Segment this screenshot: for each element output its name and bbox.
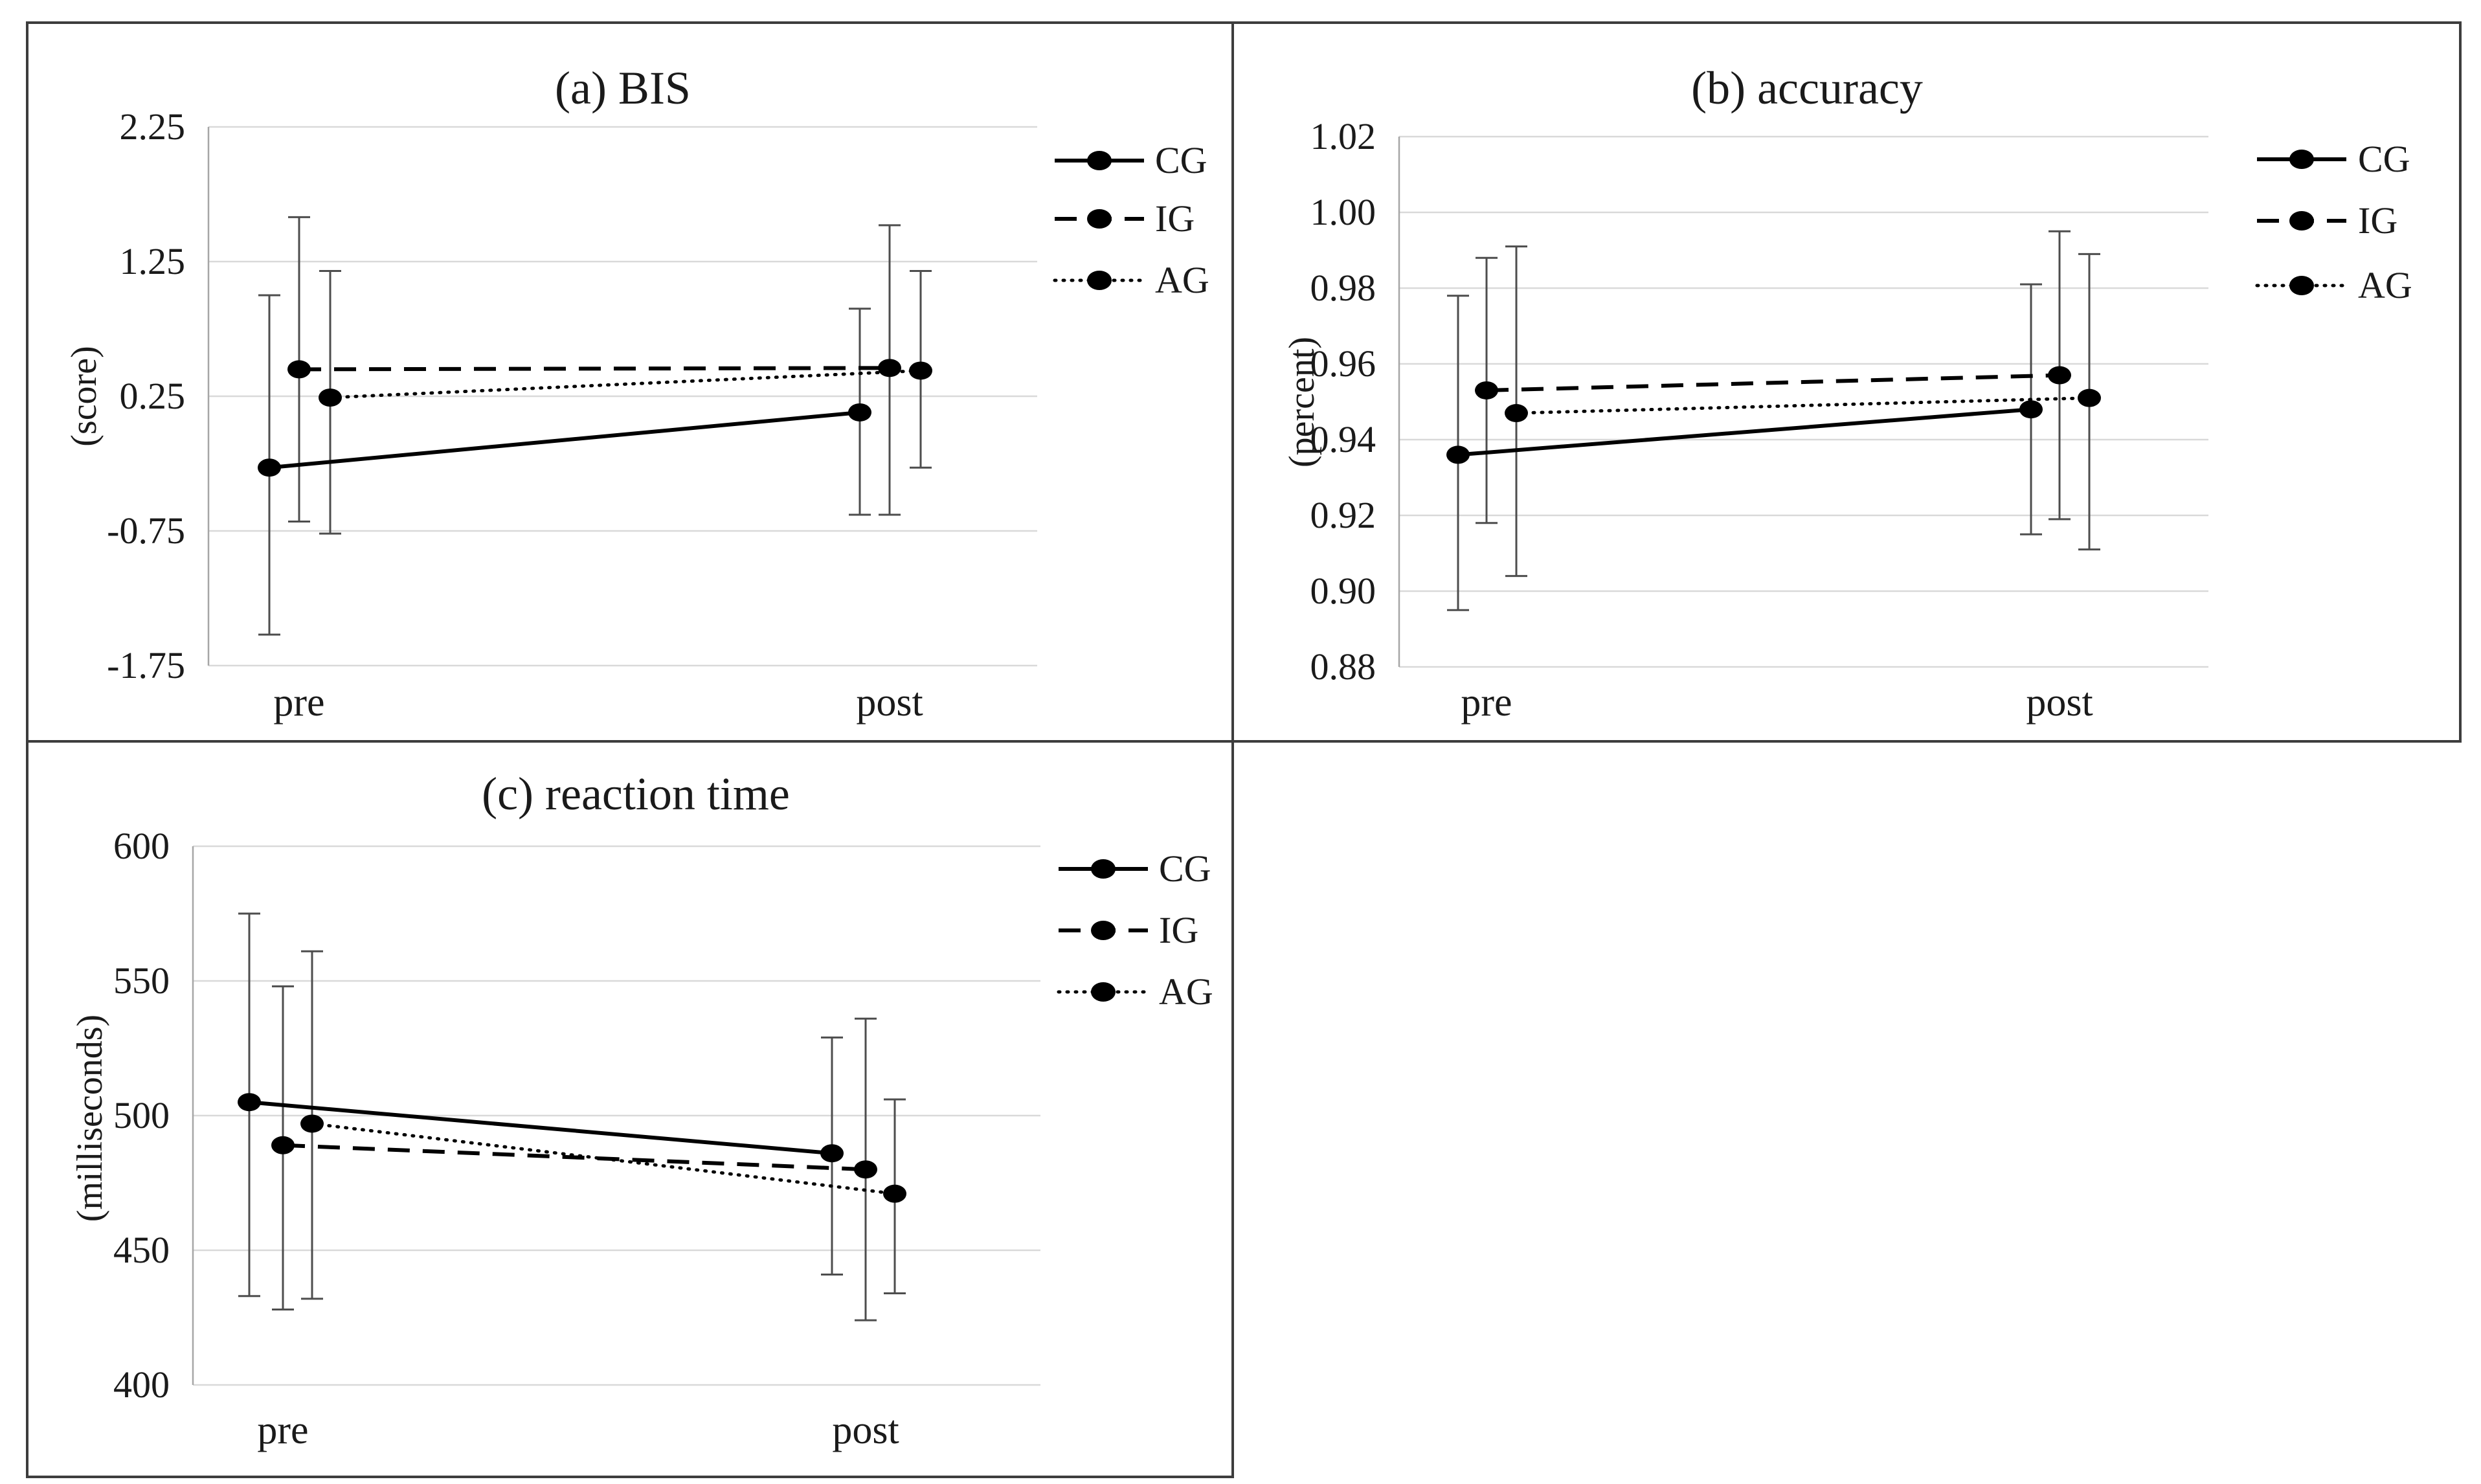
panel-c-series-ig-line [282, 1143, 866, 1172]
panel-c-marker-ig-pre [271, 1136, 295, 1154]
panel-b-marker-cg-pre [1446, 445, 1470, 464]
panel-a-title: (a) BIS [555, 62, 691, 114]
panel-b-ytick: 0.96 [1310, 343, 1376, 385]
panel-a-bis: (a) BIS (score) 2.25 1.25 0.25 -0.75 -1.… [26, 21, 1234, 743]
panel-c-ytick: 550 [113, 960, 170, 1002]
panel-a-marker-cg-post [848, 403, 871, 422]
panel-c-ytick: 600 [113, 825, 170, 867]
panel-a-series-cg-line [269, 410, 860, 470]
panel-c-series-cg-line [249, 1100, 833, 1156]
panel-a-series-ag-line [328, 368, 923, 399]
panel-c-ytick: 400 [113, 1364, 170, 1406]
panel-c-series-ag-line [310, 1121, 897, 1196]
panel-c-legend-label-ig: IG [1159, 909, 1199, 951]
panel-c-marker-ag-pre [300, 1114, 324, 1133]
panel-b-ytick: 0.94 [1310, 418, 1376, 460]
panel-c-ytick: 450 [113, 1229, 170, 1271]
panel-a-legend-label-ig: IG [1155, 197, 1195, 240]
panel-b-legend-label-ig: IG [2358, 199, 2398, 242]
panel-a-xlabel-post: post [856, 680, 923, 725]
panel-a-ytick: -0.75 [107, 510, 185, 552]
panel-a-marker-ag-pre [319, 388, 342, 407]
panel-c-xlabel-pre: pre [257, 1408, 309, 1452]
panel-c-legend-label-cg: CG [1159, 848, 1211, 890]
panel-b-ytick: 0.92 [1310, 494, 1376, 536]
panel-b-series-ig-line [1486, 373, 2060, 392]
panel-a-marker-cg-pre [258, 458, 281, 477]
panel-c-legend-label-ag: AG [1159, 971, 1213, 1013]
panel-a-marker-ig-post [878, 359, 901, 377]
panel-c-legend-marker-ig [1091, 921, 1116, 940]
panel-a-legend-marker-cg [1087, 151, 1112, 170]
panel-a-marker-ag-post [909, 361, 932, 380]
panel-a-chart [207, 126, 1146, 667]
panel-a-series-ig-line [298, 366, 890, 372]
panel-a-ytick: 1.25 [119, 240, 186, 282]
panel-c-marker-cg-pre [238, 1093, 261, 1112]
panel-b-marker-ag-pre [1505, 404, 1528, 423]
panel-b-ytick: 0.98 [1310, 267, 1376, 309]
panel-b-legend-marker-ig [2289, 211, 2314, 230]
panel-c-legend-marker-cg [1091, 859, 1116, 879]
panel-a-ytick: -1.75 [107, 644, 185, 686]
panel-b-legend-label-cg: CG [2358, 138, 2410, 180]
panel-b-chart [1398, 135, 2348, 668]
panel-c-marker-ag-post [883, 1184, 906, 1203]
panel-a-legend-marker-ag [1087, 271, 1112, 290]
panel-a-legend-label-cg: CG [1155, 139, 1207, 181]
panel-b-marker-ig-post [2048, 366, 2071, 385]
panel-a-legend-label-ag: AG [1155, 259, 1209, 301]
panel-c-legend-marker-ag [1091, 982, 1116, 1002]
panel-a-marker-ig-pre [287, 360, 311, 379]
panel-c-xlabel-post: post [832, 1408, 899, 1452]
panel-c-chart [192, 845, 1150, 1386]
panel-b-title: (b) accuracy [1691, 62, 1923, 114]
panel-a-xlabel-pre: pre [273, 680, 325, 725]
panel-a-legend-marker-ig [1087, 209, 1112, 229]
panel-b-series-ag-line [1514, 396, 2091, 415]
panel-b-marker-cg-post [2019, 400, 2043, 419]
panel-a-ytick: 0.25 [119, 375, 186, 417]
panel-c-marker-ig-post [854, 1160, 877, 1179]
panel-b-legend-marker-cg [2289, 150, 2314, 169]
panel-c-ytick: 500 [113, 1094, 170, 1136]
panel-b-ytick: 0.88 [1310, 646, 1376, 688]
panel-b-marker-ig-pre [1475, 381, 1498, 399]
panel-b-accuracy: (b) accuracy (percent) 1.02 1.00 0.98 0.… [1231, 21, 2462, 743]
panel-b-ytick: 1.00 [1310, 191, 1376, 233]
panel-b-series-cg-line [1457, 407, 2032, 457]
panel-c-marker-cg-post [820, 1144, 844, 1163]
panel-b-xlabel-pre: pre [1461, 680, 1512, 725]
panel-b-legend-marker-ag [2289, 276, 2314, 295]
panel-b-ytick: 0.90 [1310, 570, 1376, 612]
panel-b-xlabel-post: post [2026, 680, 2093, 725]
panel-b-ytick: 1.02 [1310, 115, 1376, 157]
panel-a-ytick: 2.25 [119, 106, 186, 148]
panel-b-marker-ag-post [2078, 388, 2101, 407]
panel-b-legend-label-ag: AG [2358, 264, 2412, 306]
panel-c-reaction-time: (c) reaction time (milliseconds) 600 550… [26, 740, 1234, 1478]
panel-c-title: (c) reaction time [482, 768, 790, 820]
